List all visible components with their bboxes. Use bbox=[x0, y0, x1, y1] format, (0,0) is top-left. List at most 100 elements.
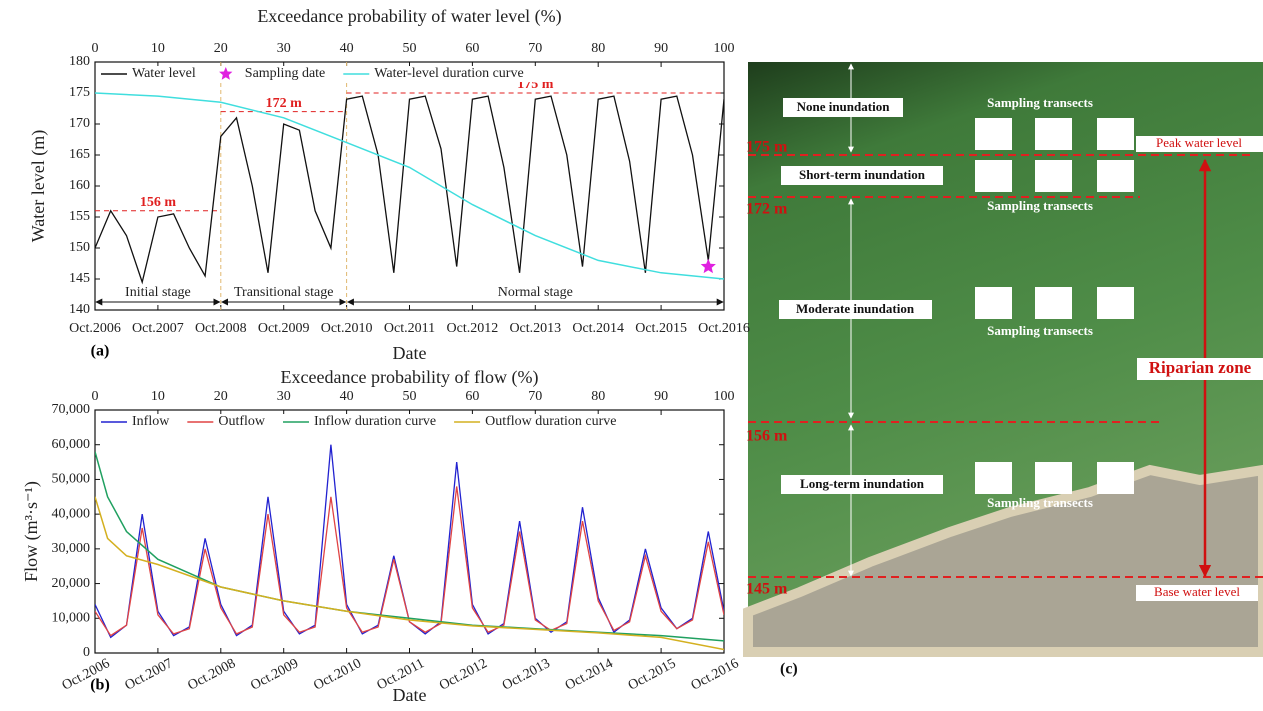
y-tick-label: 10,000 bbox=[52, 611, 91, 626]
level-lines bbox=[748, 154, 1263, 578]
y-tick-label: 160 bbox=[69, 178, 90, 193]
transect bbox=[975, 160, 1012, 192]
zone-label: Moderate inundation bbox=[796, 301, 915, 316]
legend-label: Water-level duration curve bbox=[374, 66, 523, 81]
series-line bbox=[95, 496, 724, 651]
legend-label: Inflow bbox=[132, 414, 170, 429]
legend-label: Outflow duration curve bbox=[485, 414, 616, 429]
x2-tick-label: 10 bbox=[151, 389, 165, 404]
legend-bg bbox=[341, 66, 553, 82]
x-tick-label: Oct.2013 bbox=[500, 656, 553, 694]
x-tick-label: Oct.2010 bbox=[311, 656, 364, 694]
transect bbox=[975, 118, 1012, 150]
x2-tick-label: 60 bbox=[465, 41, 479, 56]
transect-label: Sampling transects bbox=[987, 323, 1093, 338]
x-tick-label: Oct.2008 bbox=[195, 321, 247, 336]
x2-tick-label: 80 bbox=[591, 389, 605, 404]
riparian-label: Riparian zone bbox=[1149, 358, 1252, 377]
transect bbox=[1097, 462, 1134, 494]
reference-label: 172 m bbox=[266, 96, 303, 111]
x-tick-label: Oct.2012 bbox=[437, 656, 490, 694]
legend-marker bbox=[219, 67, 233, 80]
level-label: 175 m bbox=[746, 139, 788, 156]
x2-tick-label: 0 bbox=[92, 41, 99, 56]
x-tick-label: Oct.2016 bbox=[689, 656, 742, 694]
x2-axis-title: Exceedance probability of water level (%… bbox=[257, 6, 561, 27]
transect bbox=[1035, 287, 1072, 319]
zone-label-boxes bbox=[779, 98, 1263, 601]
x2-tick-label: 40 bbox=[340, 389, 354, 404]
x-tick-label: Oct.2011 bbox=[384, 321, 435, 336]
x-tick-label: Oct.2008 bbox=[185, 656, 238, 694]
zone-label: Long-term inundation bbox=[800, 476, 925, 491]
x2-tick-label: 70 bbox=[528, 389, 542, 404]
transects bbox=[975, 118, 1134, 494]
transect bbox=[1035, 462, 1072, 494]
label-box bbox=[1136, 585, 1258, 601]
y-tick-label: 165 bbox=[69, 147, 90, 162]
transect bbox=[1097, 287, 1134, 319]
panel-label: (a) bbox=[91, 343, 110, 360]
y-tick-label: 20,000 bbox=[52, 576, 91, 591]
y-tick-label: 170 bbox=[69, 116, 90, 131]
stage-label: Initial stage bbox=[125, 285, 191, 300]
level-label: 156 m bbox=[746, 428, 788, 445]
x2-tick-label: 90 bbox=[654, 41, 668, 56]
x2-tick-label: 90 bbox=[654, 389, 668, 404]
x-tick-label: Oct.2014 bbox=[563, 656, 616, 694]
x-tick-label: Oct.2015 bbox=[635, 321, 687, 336]
label-box bbox=[781, 166, 943, 185]
plot-frame bbox=[94, 409, 725, 654]
x-tick-label: Oct.2013 bbox=[509, 321, 561, 336]
panel-label: (c) bbox=[780, 661, 798, 678]
zone-label: None inundation bbox=[797, 99, 891, 114]
y-axis-title: Flow (m³·s⁻¹) bbox=[21, 481, 42, 582]
x2-tick-label: 50 bbox=[403, 389, 417, 404]
y-tick-label: 30,000 bbox=[52, 541, 91, 556]
legend-label: Outflow bbox=[218, 414, 266, 429]
y-tick-label: 140 bbox=[69, 302, 90, 317]
x-tick-label: Oct.2012 bbox=[447, 321, 499, 336]
level-label: 145 m bbox=[746, 581, 788, 598]
legend-label: Water level bbox=[132, 66, 196, 81]
y-tick-label: 60,000 bbox=[52, 437, 91, 452]
x2-tick-label: 30 bbox=[277, 41, 291, 56]
x2-tick-label: 100 bbox=[714, 389, 735, 404]
transect bbox=[1097, 118, 1134, 150]
x2-tick-label: 40 bbox=[340, 41, 354, 56]
stage-label: Transitional stage bbox=[234, 285, 333, 300]
series-line bbox=[95, 444, 724, 639]
legend-bg bbox=[185, 414, 272, 430]
label-box bbox=[781, 475, 943, 494]
y-tick-label: 0 bbox=[83, 645, 90, 660]
level-label: 172 m bbox=[746, 201, 788, 218]
transect-label: Sampling transects bbox=[987, 198, 1093, 213]
legend-bg bbox=[452, 414, 638, 430]
sample-marker bbox=[700, 258, 716, 274]
aerial-panel: None inundation Short-term inundation Mo… bbox=[743, 62, 1263, 678]
stage-label: Normal stage bbox=[498, 285, 573, 300]
x-tick-label: Oct.2006 bbox=[69, 321, 121, 336]
peak-label: Peak water level bbox=[1156, 135, 1242, 150]
x-tick-label: Oct.2016 bbox=[698, 321, 750, 336]
y-tick-label: 150 bbox=[69, 240, 90, 255]
legend-label: Inflow duration curve bbox=[314, 414, 436, 429]
x2-axis-title: Exceedance probability of flow (%) bbox=[281, 367, 539, 388]
x2-tick-label: 50 bbox=[403, 41, 417, 56]
series-line bbox=[95, 486, 724, 637]
series-line bbox=[95, 95, 724, 285]
y-tick-label: 50,000 bbox=[52, 472, 91, 487]
x2-tick-label: 0 bbox=[92, 389, 99, 404]
riverbank bbox=[743, 464, 1263, 657]
zone-label: Short-term inundation bbox=[799, 167, 926, 182]
x2-tick-label: 20 bbox=[214, 389, 228, 404]
transect-label: Sampling transects bbox=[987, 495, 1093, 510]
base-label: Base water level bbox=[1154, 584, 1240, 599]
series-line bbox=[95, 451, 724, 642]
label-box bbox=[783, 98, 903, 117]
x-tick-label: Oct.2010 bbox=[321, 321, 373, 336]
x2-tick-label: 20 bbox=[214, 41, 228, 56]
y-tick-label: 175 bbox=[69, 85, 90, 100]
x2-tick-label: 60 bbox=[465, 389, 479, 404]
y-axis-title: Water level (m) bbox=[28, 130, 49, 243]
